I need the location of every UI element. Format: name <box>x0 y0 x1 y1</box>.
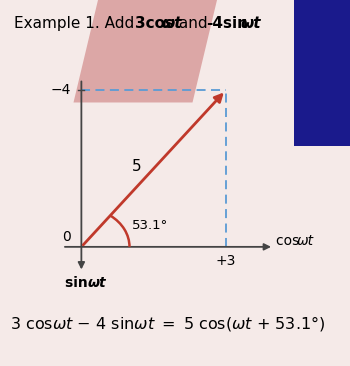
Text: −4: −4 <box>50 83 71 97</box>
Text: cos: cos <box>276 234 304 248</box>
Text: sin: sin <box>64 276 92 290</box>
Text: Example 1. Add: Example 1. Add <box>14 16 139 31</box>
Polygon shape <box>294 0 350 146</box>
Text: 3 cos$\omega t$ $-$ 4 sin$\omega t$ $=$ 5 cos($\omega t$ + 53.1°): 3 cos$\omega t$ $-$ 4 sin$\omega t$ $=$ … <box>10 314 326 333</box>
Text: 53.1°: 53.1° <box>132 219 168 232</box>
Text: +3: +3 <box>216 254 236 268</box>
Text: ωt: ωt <box>241 16 261 31</box>
Text: ωt: ωt <box>296 234 314 248</box>
Polygon shape <box>74 0 217 102</box>
Text: ωt: ωt <box>162 16 182 31</box>
Text: 3cos: 3cos <box>135 16 174 31</box>
Text: -4sin: -4sin <box>206 16 248 31</box>
Text: and: and <box>174 16 213 31</box>
Text: 0: 0 <box>62 230 71 244</box>
Text: 5: 5 <box>132 159 141 174</box>
Text: ωt: ωt <box>87 276 106 290</box>
